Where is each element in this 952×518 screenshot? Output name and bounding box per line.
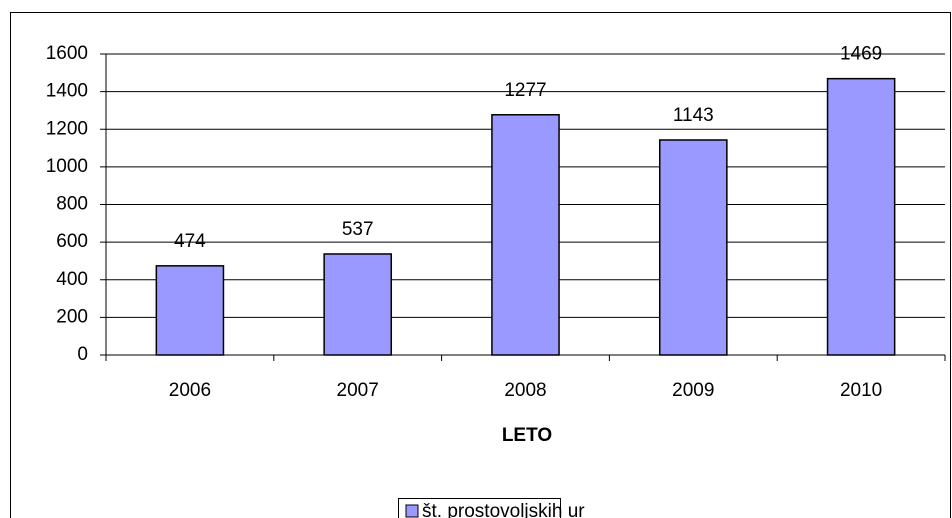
data-label: 1469 xyxy=(840,44,882,65)
y-tick-label: 800 xyxy=(56,194,88,215)
data-label: 1143 xyxy=(673,105,714,126)
chart-border xyxy=(10,12,951,518)
x-axis-title: LETO xyxy=(502,425,552,446)
x-tick-label: 2010 xyxy=(840,380,882,401)
y-tick-label: 0 xyxy=(77,344,88,365)
data-label: 1277 xyxy=(504,80,546,101)
x-tick-label: 2009 xyxy=(672,380,714,401)
y-tick-label: 1000 xyxy=(46,156,88,177)
y-tick-label: 1600 xyxy=(46,43,88,64)
x-tick-label: 2007 xyxy=(337,380,379,401)
x-tick-label: 2006 xyxy=(169,380,211,401)
bar xyxy=(491,114,560,356)
legend-label: št. prostovoljskih ur xyxy=(422,501,585,518)
legend-swatch xyxy=(405,504,419,518)
bar xyxy=(658,139,728,356)
data-label: 474 xyxy=(174,231,206,252)
bar xyxy=(323,253,393,356)
data-label: 537 xyxy=(342,219,374,240)
bar xyxy=(155,265,225,356)
y-tick-label: 400 xyxy=(56,269,88,290)
legend-box xyxy=(398,498,561,518)
y-tick-label: 600 xyxy=(56,231,88,252)
x-tick-label: 2008 xyxy=(504,380,546,401)
y-tick-label: 200 xyxy=(56,306,88,327)
y-tick-label: 1400 xyxy=(46,81,88,102)
y-tick-label: 1200 xyxy=(46,118,88,139)
bar xyxy=(826,77,896,356)
